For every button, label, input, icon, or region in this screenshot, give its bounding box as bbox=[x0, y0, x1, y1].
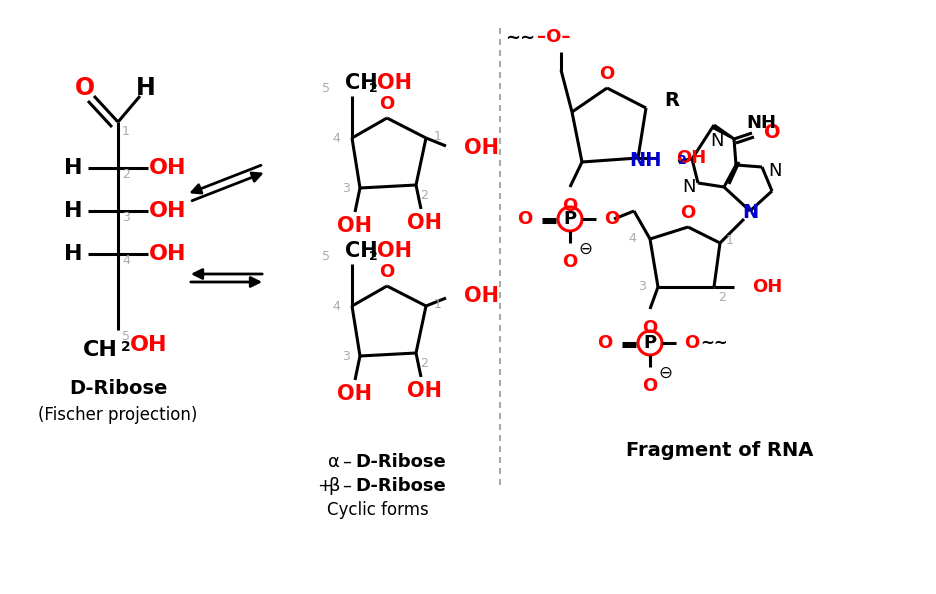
Text: 3: 3 bbox=[638, 280, 646, 293]
Text: 1: 1 bbox=[122, 125, 130, 138]
Text: O: O bbox=[680, 204, 695, 222]
Text: 4: 4 bbox=[122, 254, 130, 267]
Text: 1: 1 bbox=[434, 129, 442, 143]
Text: D-Ribose: D-Ribose bbox=[355, 453, 446, 471]
Text: H: H bbox=[64, 201, 82, 221]
Text: 3: 3 bbox=[122, 211, 130, 224]
Text: NH: NH bbox=[746, 114, 776, 132]
Text: P: P bbox=[563, 210, 577, 228]
Text: O: O bbox=[599, 65, 615, 83]
Text: 1: 1 bbox=[726, 235, 734, 248]
Text: 5: 5 bbox=[122, 330, 130, 343]
Text: OH: OH bbox=[338, 384, 373, 404]
Text: O: O bbox=[379, 263, 395, 281]
Text: 3: 3 bbox=[343, 182, 350, 194]
Text: 2: 2 bbox=[369, 251, 378, 264]
Text: 2: 2 bbox=[369, 83, 378, 96]
Text: α: α bbox=[329, 453, 340, 471]
Text: D-Ribose: D-Ribose bbox=[69, 378, 168, 397]
Text: OH: OH bbox=[464, 138, 499, 158]
Text: N: N bbox=[682, 178, 696, 196]
Text: O: O bbox=[642, 319, 658, 337]
Text: OH: OH bbox=[406, 381, 442, 401]
Text: –: – bbox=[342, 477, 351, 495]
Text: 2: 2 bbox=[420, 189, 428, 202]
Text: OH: OH bbox=[752, 278, 782, 296]
Text: OH: OH bbox=[149, 201, 187, 221]
Text: N: N bbox=[768, 162, 782, 180]
Text: –: – bbox=[342, 453, 351, 471]
Text: ⊖: ⊖ bbox=[658, 364, 672, 382]
Text: OH: OH bbox=[406, 213, 442, 233]
Text: –O–: –O– bbox=[537, 28, 571, 46]
Text: 2: 2 bbox=[121, 340, 131, 354]
Text: 4: 4 bbox=[628, 232, 636, 245]
Text: O: O bbox=[563, 253, 578, 271]
Text: N: N bbox=[710, 132, 724, 150]
Text: CH: CH bbox=[83, 340, 118, 360]
Text: O: O bbox=[642, 377, 658, 395]
Text: CH: CH bbox=[345, 73, 377, 93]
Text: NH: NH bbox=[630, 151, 662, 170]
Text: N: N bbox=[742, 204, 758, 223]
Text: H: H bbox=[64, 244, 82, 264]
Text: ∼∼: ∼∼ bbox=[505, 29, 535, 47]
Text: O: O bbox=[764, 124, 781, 143]
Text: β: β bbox=[329, 477, 340, 495]
Text: OH: OH bbox=[149, 244, 187, 264]
Text: OH: OH bbox=[464, 286, 499, 306]
Text: O: O bbox=[597, 334, 612, 352]
Text: OH: OH bbox=[130, 335, 168, 355]
Text: ∼∼: ∼∼ bbox=[700, 334, 728, 352]
Text: 4: 4 bbox=[332, 131, 340, 144]
Text: 2: 2 bbox=[678, 154, 687, 167]
Text: O: O bbox=[604, 210, 620, 228]
Text: R: R bbox=[664, 90, 679, 109]
Text: OH: OH bbox=[149, 158, 187, 178]
Text: +: + bbox=[317, 477, 332, 495]
Text: O: O bbox=[684, 334, 699, 352]
Text: O: O bbox=[517, 210, 532, 228]
Text: P: P bbox=[643, 334, 656, 352]
Text: ⊖: ⊖ bbox=[578, 240, 592, 258]
Text: 3: 3 bbox=[343, 349, 350, 362]
Text: 5: 5 bbox=[322, 81, 330, 94]
Text: H: H bbox=[136, 76, 156, 100]
Text: O: O bbox=[75, 76, 95, 100]
Text: Cyclic forms: Cyclic forms bbox=[327, 501, 429, 519]
Text: Fragment of RNA: Fragment of RNA bbox=[626, 441, 813, 460]
Text: 2: 2 bbox=[122, 168, 130, 181]
Text: OH: OH bbox=[377, 241, 412, 261]
Text: OH: OH bbox=[377, 73, 412, 93]
Text: OH: OH bbox=[676, 149, 707, 167]
Text: 1: 1 bbox=[434, 298, 442, 311]
Text: H: H bbox=[64, 158, 82, 178]
Text: (Fischer projection): (Fischer projection) bbox=[38, 406, 197, 424]
Text: O: O bbox=[563, 197, 578, 215]
Text: 5: 5 bbox=[322, 249, 330, 263]
Text: O: O bbox=[379, 95, 395, 113]
Text: 2: 2 bbox=[420, 357, 428, 370]
Text: D-Ribose: D-Ribose bbox=[355, 477, 446, 495]
Text: 4: 4 bbox=[332, 299, 340, 312]
Text: 2: 2 bbox=[718, 291, 726, 304]
Text: CH: CH bbox=[345, 241, 377, 261]
Text: OH: OH bbox=[338, 216, 373, 236]
